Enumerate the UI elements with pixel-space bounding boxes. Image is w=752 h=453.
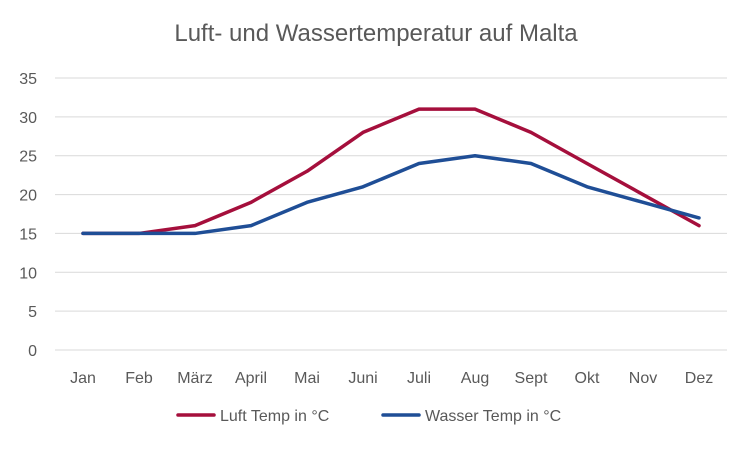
data-point <box>585 161 589 165</box>
data-point <box>249 200 253 204</box>
x-tick-label: Aug <box>461 370 489 387</box>
series-line-1 <box>81 107 701 236</box>
y-tick-label: 35 <box>19 71 37 88</box>
y-tick-label: 0 <box>28 343 37 360</box>
data-point <box>641 200 645 204</box>
data-point <box>361 185 365 189</box>
data-point <box>529 161 533 165</box>
x-tick-label: Juni <box>348 370 377 387</box>
x-tick-label: April <box>235 370 267 387</box>
data-point <box>193 231 197 235</box>
x-tick-label: Dez <box>685 370 713 387</box>
data-point <box>193 224 197 228</box>
y-tick-label: 25 <box>19 149 37 166</box>
data-point <box>417 161 421 165</box>
x-tick-label: Jan <box>70 370 96 387</box>
x-tick-label: Feb <box>125 370 153 387</box>
legend-label: Wasser Temp in °C <box>425 408 561 425</box>
x-tick-label: Mai <box>294 370 320 387</box>
data-point <box>249 224 253 228</box>
x-tick-label: Okt <box>575 370 600 387</box>
data-point <box>137 231 141 235</box>
data-point <box>473 154 477 158</box>
data-point <box>305 200 309 204</box>
data-point <box>641 193 645 197</box>
data-point <box>361 130 365 134</box>
y-tick-label: 10 <box>19 265 37 282</box>
data-point <box>417 107 421 111</box>
y-tick-label: 30 <box>19 110 37 127</box>
data-point <box>697 216 701 220</box>
x-tick-label: März <box>177 370 213 387</box>
x-tick-label: Nov <box>629 370 657 387</box>
data-point <box>697 224 701 228</box>
data-point <box>81 231 85 235</box>
y-tick-label: 20 <box>19 188 37 205</box>
x-tick-label: Sept <box>515 370 548 387</box>
data-point <box>529 130 533 134</box>
series-line-2 <box>81 153 701 236</box>
data-point <box>305 169 309 173</box>
y-tick-label: 5 <box>28 304 37 321</box>
legend-label: Luft Temp in °C <box>220 408 329 425</box>
x-tick-label: Juli <box>407 370 431 387</box>
y-tick-label: 15 <box>19 226 37 243</box>
data-point <box>473 107 477 111</box>
chart-title: Luft- und Wassertemperatur auf Malta <box>174 20 578 47</box>
data-point <box>585 185 589 189</box>
